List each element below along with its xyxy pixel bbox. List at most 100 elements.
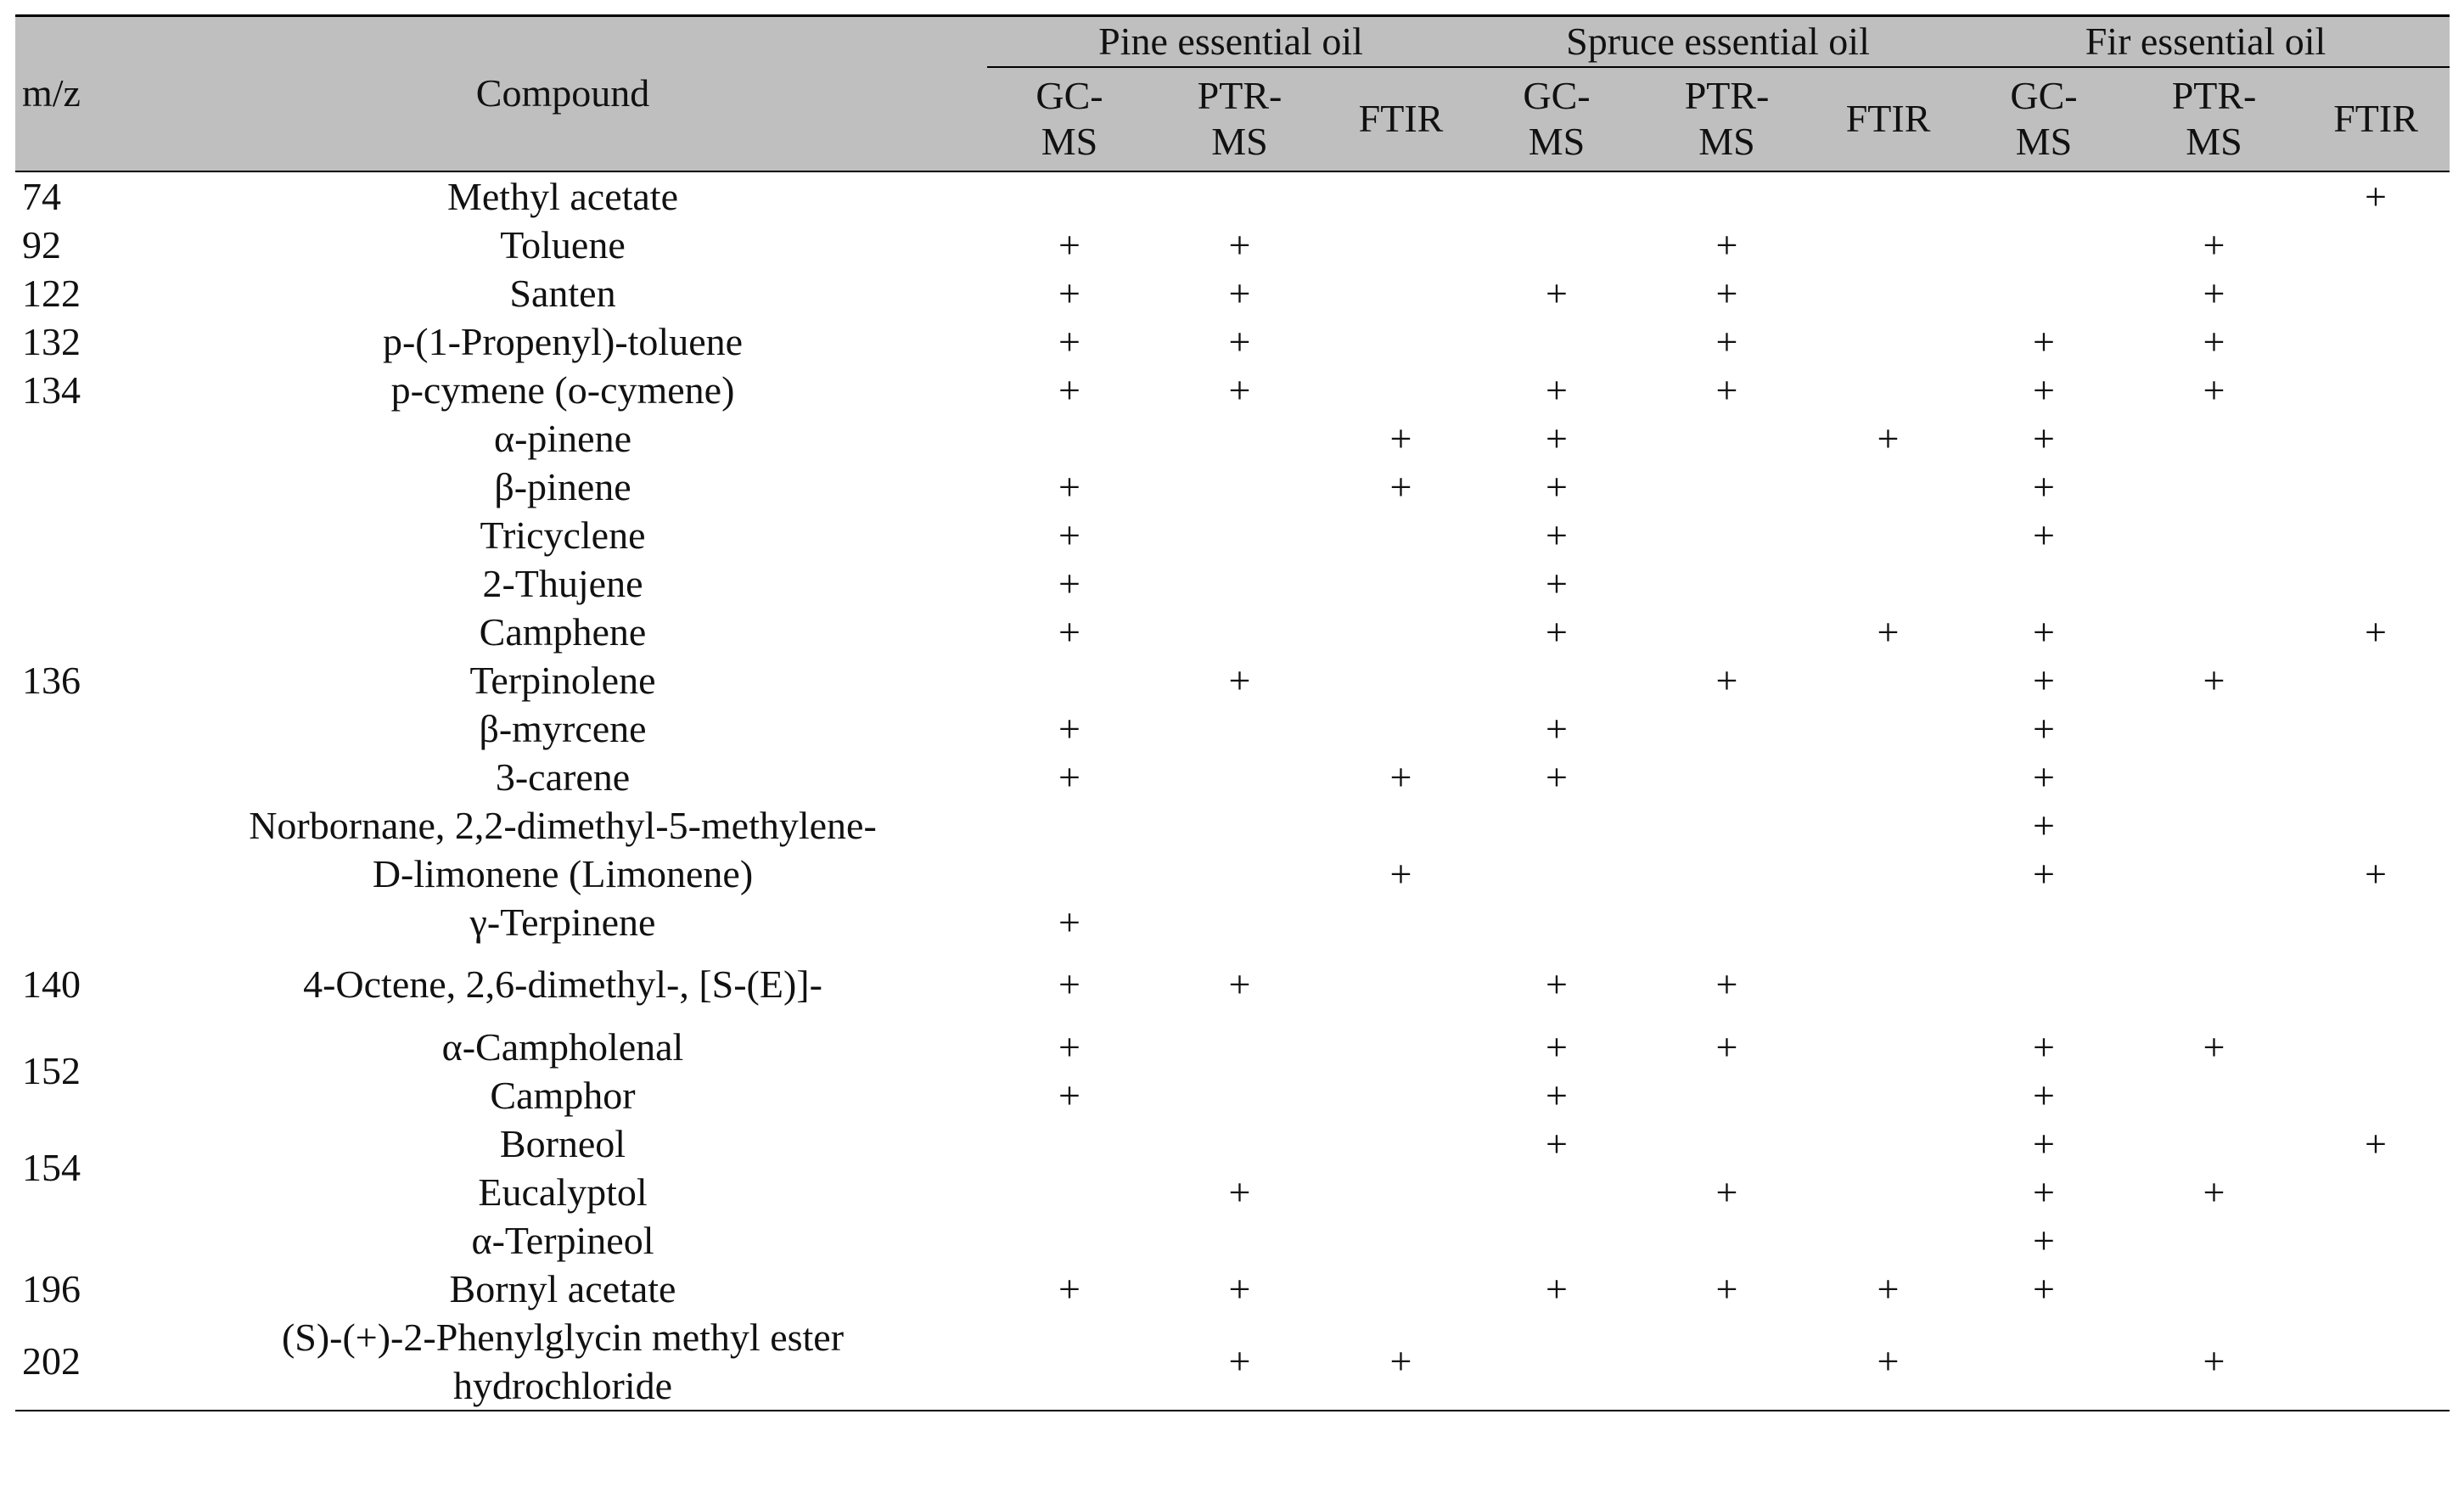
mz-cell: 202 xyxy=(15,1312,138,1411)
compound-cell: D-limonene (Limonene) xyxy=(372,851,754,895)
method-header: FTIR xyxy=(1327,66,1475,172)
mark-cell: + xyxy=(2033,755,2055,799)
mark-cell xyxy=(2126,608,2302,656)
mark-cell: + xyxy=(1058,513,1080,557)
mark-cell xyxy=(987,850,1152,898)
mark-cell xyxy=(1327,171,1474,221)
mark-cell xyxy=(1152,801,1327,850)
table-row: 202 (S)-(+)-2-Phenylglycin methyl ester h… xyxy=(15,1312,2450,1411)
mark-cell xyxy=(1152,753,1327,801)
mark-cell xyxy=(987,801,1152,850)
mark-cell xyxy=(1815,463,1962,511)
mark-cell: + xyxy=(2033,1266,2055,1310)
mark-cell: + xyxy=(1546,368,1568,412)
mark-cell: + xyxy=(2033,416,2055,460)
method-header: FTIR xyxy=(2302,66,2450,172)
mark-cell xyxy=(2126,946,2302,1023)
mark-cell xyxy=(1474,898,1639,946)
method-label: PTR-MS xyxy=(1197,74,1283,163)
mark-cell: + xyxy=(1389,416,1412,460)
mark-cell xyxy=(1152,898,1327,946)
header-cell: m/z xyxy=(15,14,138,172)
table-row: α-Terpineol + xyxy=(15,1216,2450,1265)
mark-cell: + xyxy=(2365,174,2387,218)
header-row: m/z Compound Pine essential oil Spruce es… xyxy=(15,14,2450,172)
table-row: 152 α-Campholenal + + + + + xyxy=(15,1023,2450,1093)
method-header: PTR-MS xyxy=(1639,66,1816,172)
compound-cell: β-myrcene xyxy=(479,706,647,750)
mark-cell xyxy=(2302,1216,2450,1265)
mark-cell xyxy=(1152,414,1327,463)
mark-cell xyxy=(1152,704,1327,753)
mark-cell xyxy=(2126,511,2302,559)
mark-cell xyxy=(1327,656,1474,704)
mark-cell xyxy=(1639,801,1815,850)
table-row: D-limonene (Limonene) + + + xyxy=(15,850,2450,898)
mark-cell: + xyxy=(1877,609,1900,654)
compound-cell: α-pinene xyxy=(493,416,632,460)
mark-cell xyxy=(1327,1023,1474,1071)
mark-cell: + xyxy=(2033,1121,2055,1165)
table-row: Camphor + + + xyxy=(15,1071,2450,1119)
mark-cell xyxy=(2302,1265,2450,1313)
method-header: PTR-MS xyxy=(2126,66,2303,172)
mark-cell xyxy=(1152,1119,1327,1168)
mark-cell xyxy=(1152,463,1327,511)
mz-cell: 140 xyxy=(22,962,81,1006)
mark-cell: + xyxy=(1058,755,1080,799)
mark-cell xyxy=(1962,898,2126,946)
mark-cell: + xyxy=(1546,962,1568,1006)
compound-cell: γ-Terpinene xyxy=(469,900,656,944)
mark-cell xyxy=(1815,511,1962,559)
mark-cell: + xyxy=(1228,271,1251,315)
mark-cell xyxy=(1639,608,1815,656)
mark-cell xyxy=(1815,366,1962,414)
mark-cell xyxy=(1474,801,1639,850)
compound-cell: α-Campholenal xyxy=(441,1024,684,1069)
mark-cell xyxy=(1152,850,1327,898)
mark-cell xyxy=(2302,946,2450,1023)
mark-cell xyxy=(1815,946,1962,1023)
mark-cell: + xyxy=(1546,609,1568,654)
compound-cell: α-Terpineol xyxy=(471,1218,654,1262)
mark-cell xyxy=(1152,559,1327,608)
compound-cell: Camphene xyxy=(479,609,647,654)
mark-cell xyxy=(1327,1216,1474,1265)
mark-cell: + xyxy=(2203,1170,2225,1214)
method-header: PTR-MS xyxy=(1152,66,1327,172)
table-row: 3-carene + + + + xyxy=(15,753,2450,801)
mark-cell: + xyxy=(2033,706,2055,750)
mark-cell xyxy=(1327,801,1474,850)
mz-cell: 92 xyxy=(22,222,61,267)
mark-cell xyxy=(1639,171,1815,221)
header-cell: Compound xyxy=(138,14,987,172)
header-row: GC-MS PTR-MS FTIR GC-MS PTR-MS FTIR GC-MS PTR-M… xyxy=(15,66,2450,172)
mark-cell: + xyxy=(1058,1266,1080,1310)
mark-cell xyxy=(1962,171,2126,221)
mark-cell: + xyxy=(2033,1170,2055,1214)
compound-cell: Tricyclene xyxy=(480,513,646,557)
mark-cell xyxy=(1152,171,1327,221)
mark-cell xyxy=(1327,269,1474,317)
mark-cell xyxy=(1639,1312,1816,1411)
mark-cell: + xyxy=(2365,851,2387,895)
mz-cell: 134 xyxy=(22,368,81,412)
mz-cell: 74 xyxy=(22,174,61,218)
mark-cell: + xyxy=(2033,1024,2055,1069)
mark-cell: + xyxy=(1389,755,1412,799)
mark-cell: + xyxy=(1228,1170,1251,1214)
mark-cell xyxy=(1815,1168,1962,1216)
mark-cell: + xyxy=(1715,368,1738,412)
mark-cell xyxy=(1152,1216,1327,1265)
mark-cell: + xyxy=(1058,271,1080,315)
mark-cell: + xyxy=(2033,658,2055,702)
mark-cell: + xyxy=(1058,319,1080,363)
mark-cell xyxy=(2126,1265,2302,1313)
mark-cell xyxy=(1815,1023,1962,1071)
mark-cell: + xyxy=(2365,1121,2387,1165)
mark-cell xyxy=(1815,850,1962,898)
compound-cell: p-cymene (o-cymene) xyxy=(390,368,735,412)
method-label: FTIR xyxy=(1845,97,1931,140)
mz-cell: 132 xyxy=(22,319,81,363)
mark-cell xyxy=(1474,1168,1639,1216)
